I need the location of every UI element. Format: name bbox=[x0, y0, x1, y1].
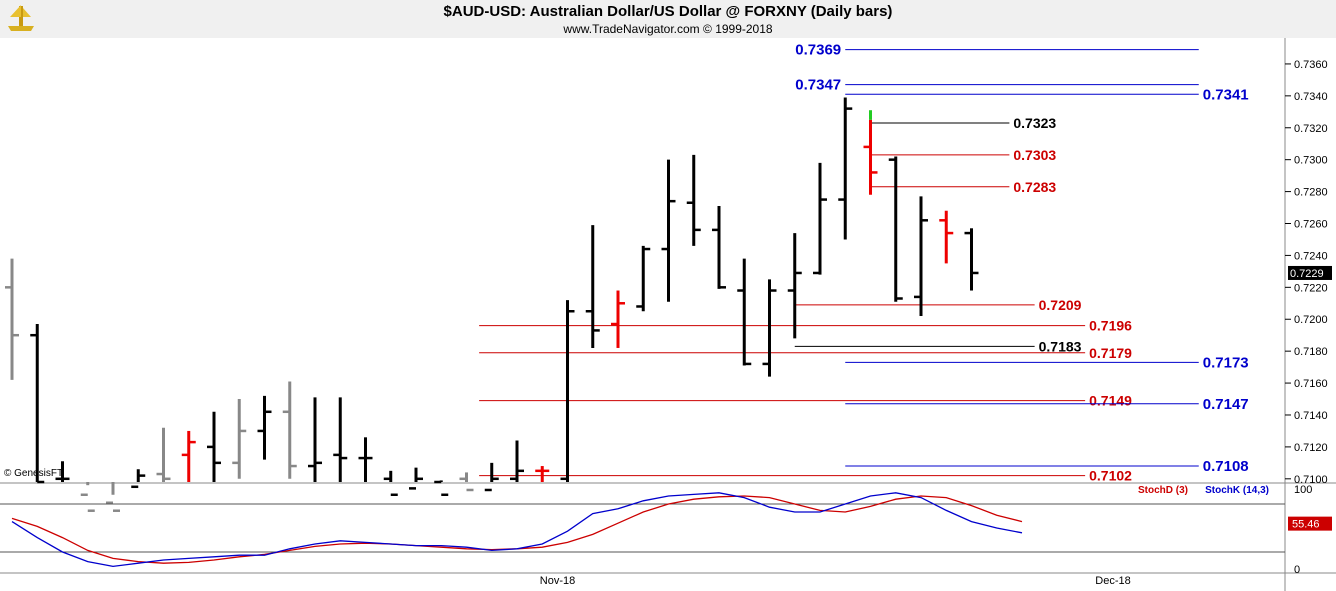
price-tick-label: 0.7200 bbox=[1294, 314, 1328, 326]
level-label: 0.7149 bbox=[1089, 393, 1132, 409]
price-tick-label: 0.7320 bbox=[1294, 123, 1328, 135]
date-tick-label: Nov-18 bbox=[540, 575, 575, 587]
price-tick-label: 0.7180 bbox=[1294, 346, 1328, 358]
level-label: 0.7183 bbox=[1039, 338, 1082, 354]
level-label: 0.7179 bbox=[1089, 345, 1132, 361]
price-tick-label: 0.7260 bbox=[1294, 219, 1328, 231]
price-tick-label: 0.7360 bbox=[1294, 59, 1328, 71]
stochk-legend: StochK (14,3) bbox=[1205, 485, 1269, 496]
level-label: 0.7283 bbox=[1013, 179, 1056, 195]
price-tick-label: 0.7140 bbox=[1294, 410, 1328, 422]
level-label: 0.7341 bbox=[1203, 86, 1249, 103]
level-label: 0.7303 bbox=[1013, 147, 1056, 163]
price-tick-label: 0.7160 bbox=[1294, 378, 1328, 390]
price-tick-label: 0.7220 bbox=[1294, 282, 1328, 294]
stochastic-tick-label: 100 bbox=[1294, 484, 1312, 496]
date-tick-label: Dec-18 bbox=[1095, 575, 1130, 587]
level-label: 0.7196 bbox=[1089, 318, 1132, 334]
price-tick-label: 0.7300 bbox=[1294, 155, 1328, 167]
current-price-label: 0.7229 bbox=[1290, 268, 1324, 280]
stochastic-tick-label: 0 bbox=[1294, 564, 1300, 576]
watermark: © GenesisFT bbox=[4, 468, 63, 479]
stochastic-current-label: 55.46 bbox=[1292, 519, 1320, 531]
price-tick-label: 0.7120 bbox=[1294, 442, 1328, 454]
price-tick-label: 0.7280 bbox=[1294, 187, 1328, 199]
chart-background bbox=[0, 38, 1336, 591]
stochd-legend: StochD (3) bbox=[1138, 485, 1188, 496]
level-label: 0.7323 bbox=[1013, 115, 1056, 131]
level-label: 0.7369 bbox=[795, 42, 841, 59]
level-label: 0.7108 bbox=[1203, 458, 1249, 475]
level-label: 0.7147 bbox=[1203, 396, 1249, 413]
price-tick-label: 0.7340 bbox=[1294, 91, 1328, 103]
level-label: 0.7173 bbox=[1203, 354, 1249, 371]
level-label: 0.7209 bbox=[1039, 297, 1082, 313]
price-tick-label: 0.7240 bbox=[1294, 250, 1328, 262]
level-label: 0.7347 bbox=[795, 77, 841, 94]
level-label: 0.7102 bbox=[1089, 468, 1132, 484]
